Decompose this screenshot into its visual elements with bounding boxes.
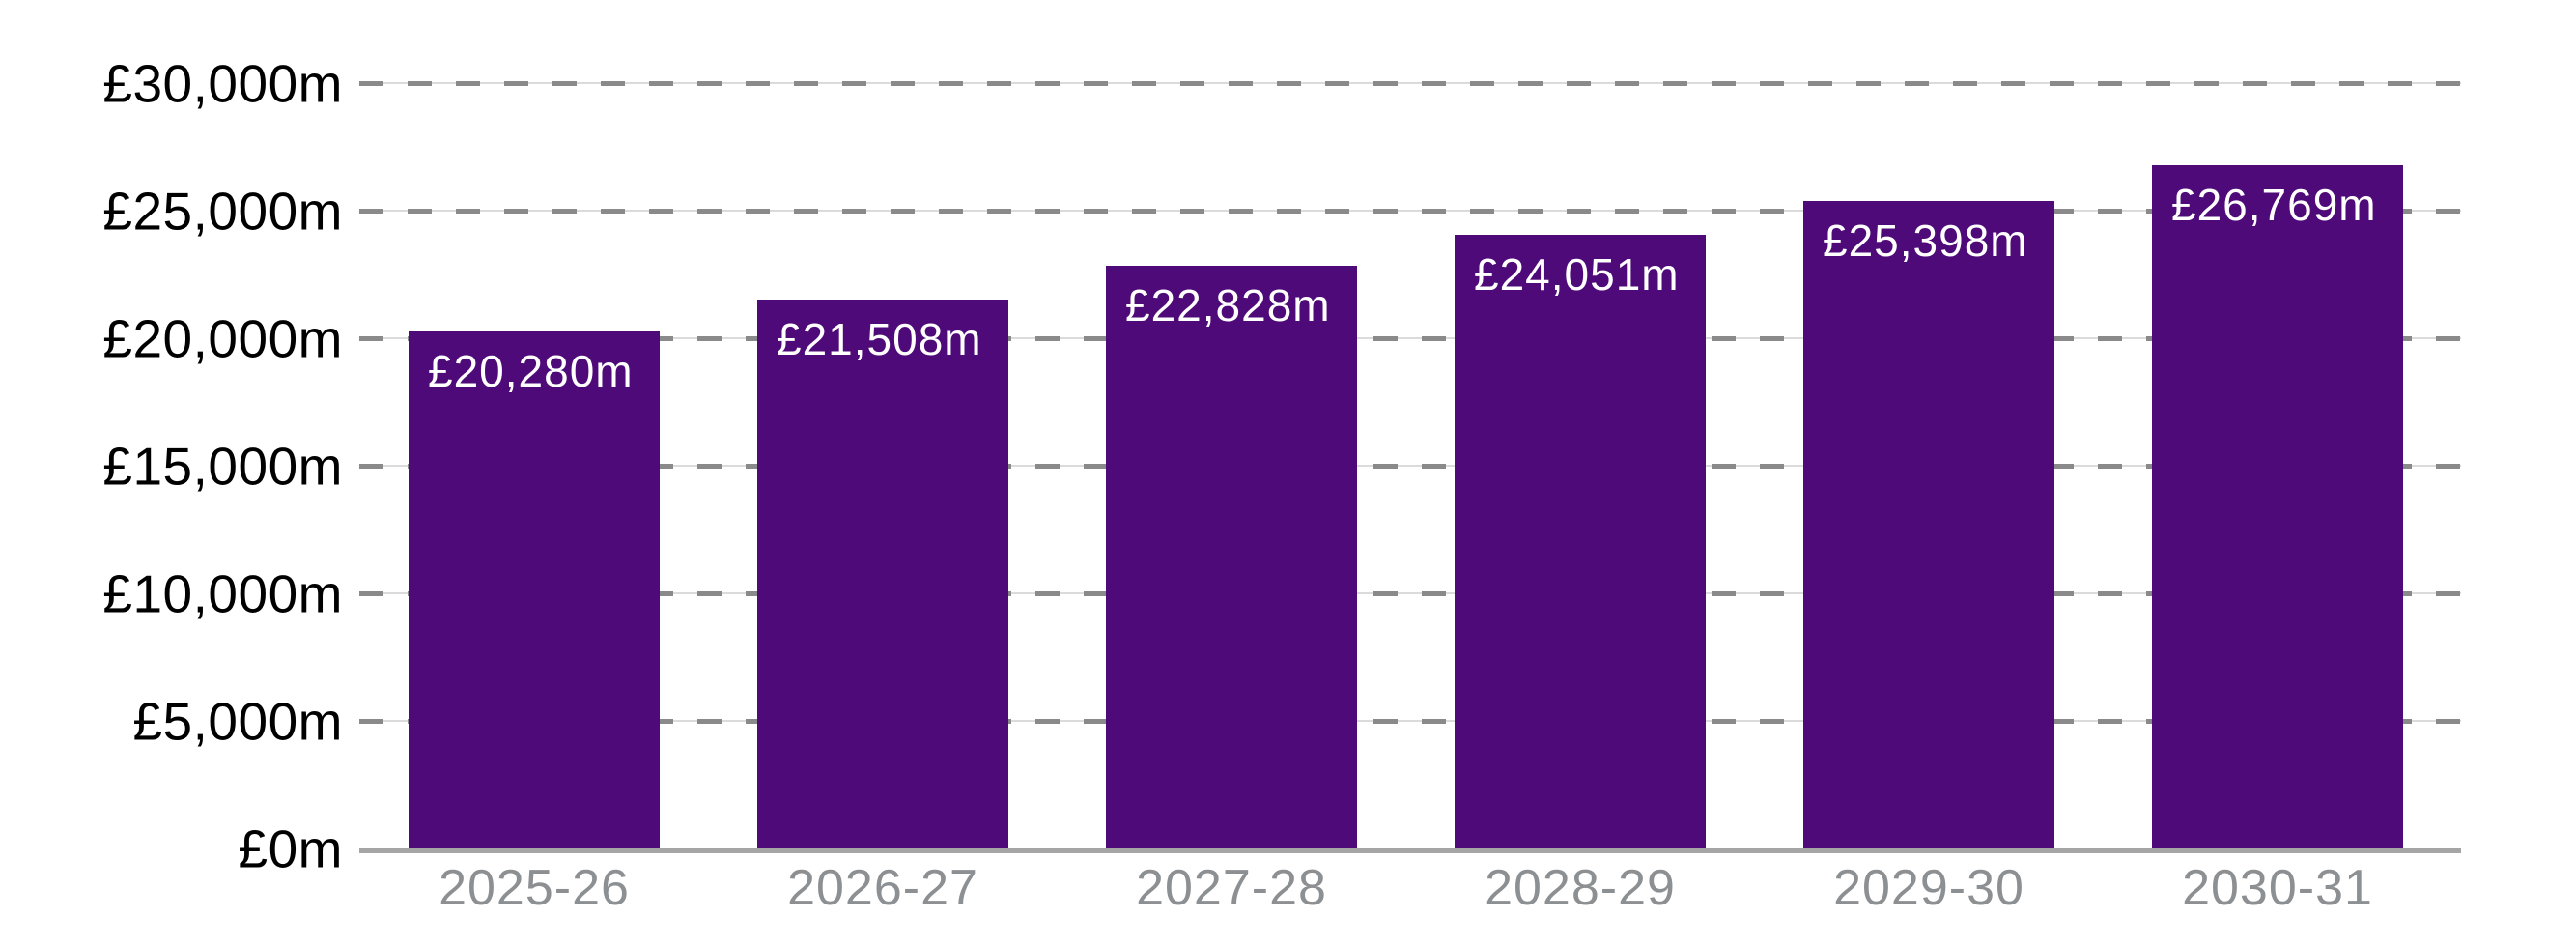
x-tick-label-2028-29: 2028-29 (1485, 860, 1676, 916)
x-tick-label-2026-27: 2026-27 (787, 860, 978, 916)
y-tick-label-20000: £20,000m (102, 308, 343, 369)
bar-2030-31: £26,769m (2152, 165, 2403, 848)
bar-value-label: £22,828m (1125, 280, 1331, 331)
gridline-25000 (359, 208, 2461, 214)
y-tick-label-25000: £25,000m (102, 181, 343, 242)
bar-2025-26: £20,280m (409, 330, 660, 848)
x-tick-label-2030-31: 2030-31 (2182, 860, 2373, 916)
x-tick-label-2029-30: 2029-30 (1833, 860, 2024, 916)
plot-area: £20,280m £21,508m £22,828m £24,051m £25,398m… (359, 80, 2461, 853)
y-tick-label-0: £0m (238, 818, 343, 879)
bar-value-label: £21,508m (777, 314, 982, 365)
x-tick-label-2027-28: 2027-28 (1136, 860, 1327, 916)
bar-value-label: £24,051m (1474, 249, 1680, 301)
bar-2027-28: £22,828m (1106, 266, 1357, 848)
bar-2028-29: £24,051m (1455, 235, 1706, 848)
gridline-15000 (359, 463, 2461, 469)
bar-2026-27: £21,508m (757, 300, 1008, 848)
bar-value-label: £26,769m (2171, 180, 2377, 231)
x-tick-label-2025-26: 2025-26 (439, 860, 630, 916)
gridline-10000 (359, 590, 2461, 596)
gridline-20000 (359, 335, 2461, 341)
y-tick-label-5000: £5,000m (132, 691, 343, 752)
gridline-30000 (359, 80, 2461, 86)
y-tick-label-10000: £10,000m (102, 563, 343, 624)
y-tick-label-30000: £30,000m (102, 53, 343, 114)
bar-value-label: £20,280m (428, 345, 634, 396)
y-tick-label-15000: £15,000m (102, 436, 343, 497)
gridline-5000 (359, 718, 2461, 724)
bar-value-label: £25,398m (1823, 215, 2028, 266)
bar-2029-30: £25,398m (1803, 200, 2054, 848)
